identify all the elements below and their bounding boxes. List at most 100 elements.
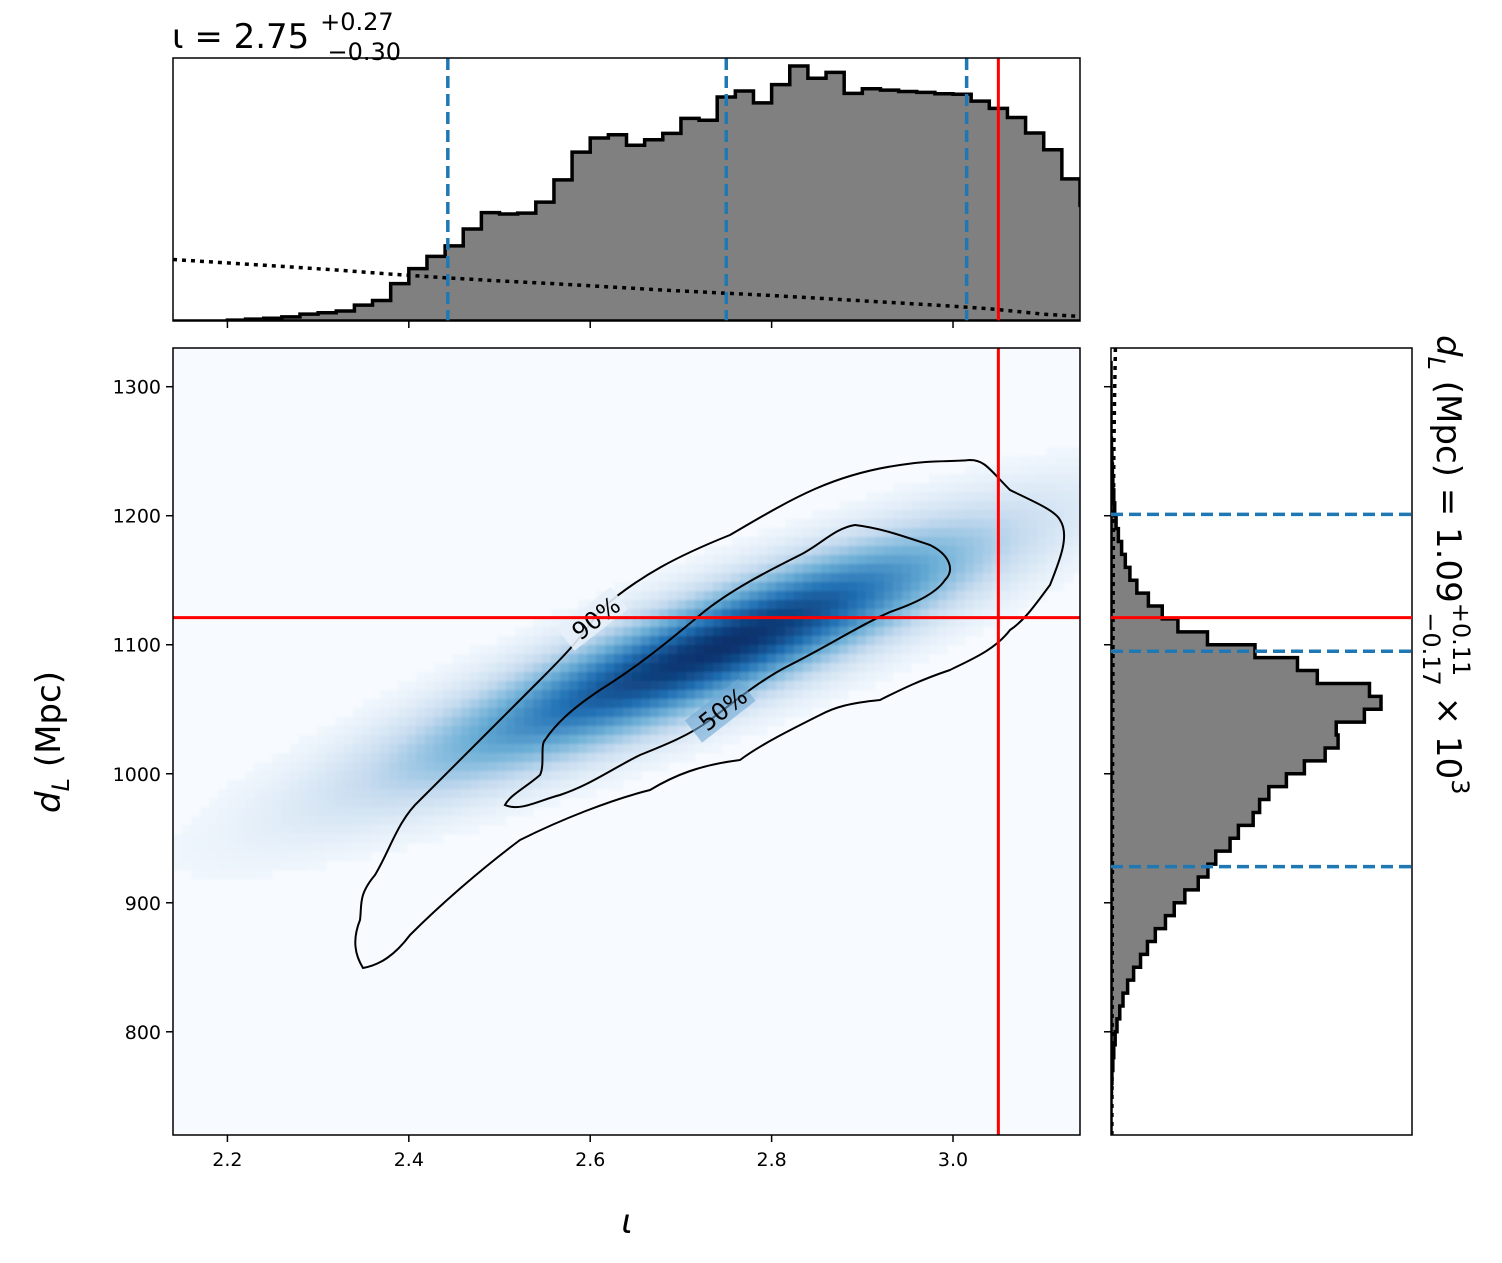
density-cell [371,807,381,817]
density-cell [785,546,795,556]
density-cell [983,600,993,610]
density-cell [434,753,444,763]
density-cell [1010,582,1020,592]
density-cell [434,834,444,844]
density-cell [452,771,462,781]
density-cell [758,645,768,655]
density-cell [506,807,516,817]
density-cell [866,618,876,628]
density-cell [731,726,741,736]
density-cell [596,717,606,727]
density-cell [1037,582,1047,592]
density-cell [722,654,732,664]
density-cell [1055,492,1065,502]
density-cell [1028,555,1038,565]
density-cell [335,735,345,745]
density-cell [515,807,525,817]
density-cell [1046,537,1056,547]
density-cell [614,618,624,628]
density-cell [938,591,948,601]
density-cell [974,465,984,475]
density-cell [713,744,723,754]
density-cell [785,654,795,664]
density-cell [470,798,480,808]
density-cell [983,573,993,583]
density-cell [191,834,201,844]
density-cell [776,672,786,682]
density-cell [200,843,210,853]
density-cell [848,645,858,655]
density-cell [983,546,993,556]
density-cell [407,708,417,718]
density-cell [866,528,876,538]
density-cell [965,582,975,592]
density-cell [479,726,489,736]
density-cell [218,789,228,799]
density-cell [713,618,723,628]
density-cell [281,780,291,790]
density-cell [956,546,966,556]
density-cell [650,618,660,628]
density-cell [353,735,363,745]
density-cell [740,681,750,691]
density-cell [857,510,867,520]
density-cell [911,636,921,646]
density-cell [281,753,291,763]
density-cell [731,636,741,646]
density-cell [308,816,318,826]
density-cell [434,744,444,754]
density-cell [659,582,669,592]
density-cell [353,780,363,790]
density-cell [740,708,750,718]
density-cell [335,726,345,736]
density-cell [875,564,885,574]
density-cell [974,582,984,592]
density-cell [263,834,273,844]
density-cell [560,708,570,718]
density-cell [668,699,678,709]
density-cell [974,564,984,574]
density-cell [920,501,930,511]
density-cell [299,825,309,835]
density-cell [713,663,723,673]
density-cell [497,672,507,682]
density-cell [902,528,912,538]
density-cell [227,780,237,790]
density-cell [335,744,345,754]
density-cell [605,636,615,646]
density-cell [812,546,822,556]
density-cell [380,708,390,718]
density-cell [704,564,714,574]
density-cell [920,546,930,556]
density-cell [722,681,732,691]
density-cell [488,780,498,790]
density-cell [848,555,858,565]
density-cell [731,609,741,619]
density-cell [659,564,669,574]
density-cell [848,636,858,646]
density-cell [335,852,345,862]
density-cell [173,843,183,853]
density-cell [965,600,975,610]
density-cell [389,699,399,709]
density-cell [938,492,948,502]
density-cell [947,555,957,565]
density-cell [866,600,876,610]
density-cell [731,591,741,601]
density-cell [821,636,831,646]
density-cell [785,564,795,574]
density-cell [506,654,516,664]
density-cell [1064,528,1074,538]
density-cell [947,627,957,637]
density-cell [992,555,1002,565]
density-cell [452,708,462,718]
density-cell [497,699,507,709]
density-cell [839,501,849,511]
density-cell [713,726,723,736]
density-cell [992,465,1002,475]
density-cell [650,699,660,709]
density-cell [794,681,804,691]
density-cell [947,591,957,601]
density-cell [929,618,939,628]
density-cell [767,627,777,637]
